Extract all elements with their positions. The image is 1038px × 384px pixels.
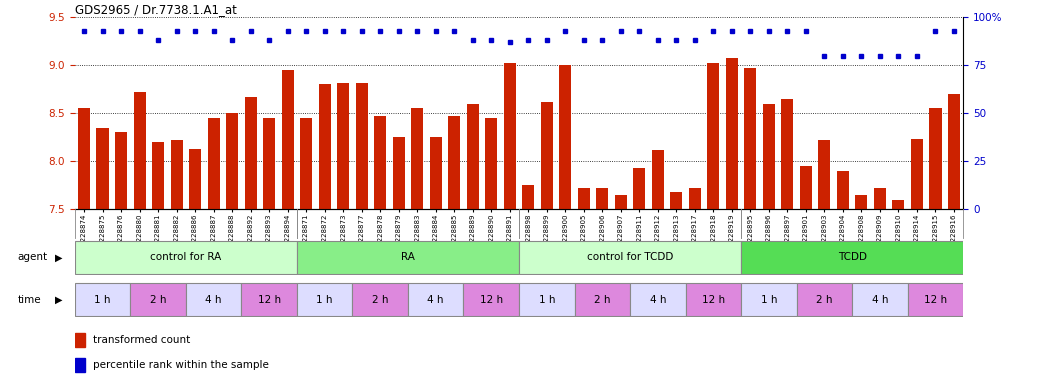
Bar [337, 83, 349, 209]
Text: GDS2965 / Dr.7738.1.A1_at: GDS2965 / Dr.7738.1.A1_at [75, 3, 237, 16]
Bar [75, 241, 297, 274]
Bar [574, 283, 630, 316]
Bar [948, 94, 960, 209]
Bar [115, 132, 127, 209]
Text: ▶: ▶ [55, 295, 63, 305]
Bar [208, 118, 220, 209]
Bar [297, 283, 353, 316]
Text: 4 h: 4 h [650, 295, 666, 305]
Bar [652, 150, 664, 209]
Bar [685, 283, 741, 316]
Bar [852, 283, 907, 316]
Bar [297, 241, 519, 274]
Bar [263, 118, 275, 209]
Text: 1 h: 1 h [94, 295, 111, 305]
Bar [503, 63, 516, 209]
Bar [356, 83, 367, 209]
Text: 1 h: 1 h [539, 295, 555, 305]
Bar [519, 283, 575, 316]
Text: time: time [18, 295, 42, 305]
Bar [782, 99, 793, 209]
Bar [614, 195, 627, 209]
Bar [519, 241, 741, 274]
Bar [541, 102, 553, 209]
Text: agent: agent [18, 252, 48, 262]
Bar [744, 68, 757, 209]
Bar [319, 84, 331, 209]
Bar [485, 118, 497, 209]
Bar [374, 116, 386, 209]
Bar [818, 140, 830, 209]
Bar [467, 104, 479, 209]
Bar [152, 142, 164, 209]
Text: 2 h: 2 h [149, 295, 166, 305]
Text: 1 h: 1 h [317, 295, 333, 305]
Bar [170, 140, 183, 209]
Bar [707, 63, 719, 209]
Text: control for TCDD: control for TCDD [586, 252, 674, 262]
Bar [97, 128, 109, 209]
Bar [800, 166, 812, 209]
Text: control for RA: control for RA [151, 252, 221, 262]
Bar [134, 92, 145, 209]
Bar [671, 192, 682, 209]
Bar [893, 200, 904, 209]
Bar [797, 283, 852, 316]
Bar [741, 283, 797, 316]
Text: 2 h: 2 h [816, 295, 832, 305]
Text: TCDD: TCDD [838, 252, 867, 262]
Bar [78, 108, 90, 209]
Text: 12 h: 12 h [924, 295, 947, 305]
Bar [75, 358, 85, 372]
Bar [430, 137, 442, 209]
Bar [392, 137, 405, 209]
Bar [596, 188, 608, 209]
Bar [245, 97, 256, 209]
Bar [907, 283, 963, 316]
Text: 2 h: 2 h [372, 295, 388, 305]
Text: transformed count: transformed count [93, 335, 191, 345]
Bar [763, 104, 775, 209]
Text: 4 h: 4 h [206, 295, 222, 305]
Text: 2 h: 2 h [594, 295, 610, 305]
Bar [855, 195, 868, 209]
Bar [226, 113, 238, 209]
Bar [929, 108, 941, 209]
Text: RA: RA [401, 252, 415, 262]
Bar [726, 58, 738, 209]
Bar [689, 188, 701, 209]
Bar [408, 283, 463, 316]
Bar [241, 283, 297, 316]
Text: ▶: ▶ [55, 252, 63, 262]
Text: 12 h: 12 h [480, 295, 502, 305]
Bar [874, 188, 886, 209]
Bar [75, 283, 131, 316]
Bar [281, 70, 294, 209]
Text: 12 h: 12 h [702, 295, 725, 305]
Text: 4 h: 4 h [428, 295, 444, 305]
Bar [559, 65, 571, 209]
Bar [522, 185, 535, 209]
Bar [300, 118, 312, 209]
Bar [578, 188, 590, 209]
Bar [837, 171, 849, 209]
Text: 12 h: 12 h [257, 295, 280, 305]
Bar [448, 116, 460, 209]
Bar [189, 149, 201, 209]
Bar [630, 283, 685, 316]
Text: percentile rank within the sample: percentile rank within the sample [93, 360, 269, 370]
Bar [352, 283, 408, 316]
Bar [463, 283, 519, 316]
Bar [186, 283, 241, 316]
Text: 1 h: 1 h [761, 295, 777, 305]
Text: 4 h: 4 h [872, 295, 889, 305]
Bar [741, 241, 963, 274]
Bar [75, 333, 85, 347]
Bar [131, 283, 186, 316]
Bar [411, 108, 424, 209]
Bar [911, 139, 923, 209]
Bar [633, 168, 646, 209]
